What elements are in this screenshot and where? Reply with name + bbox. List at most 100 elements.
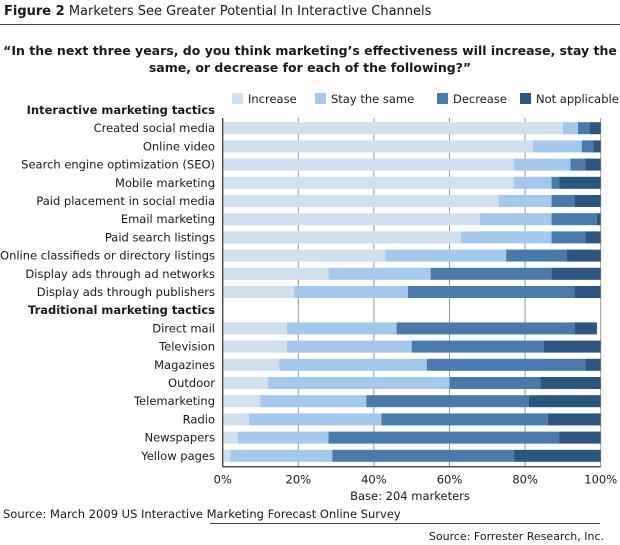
bar-segment-increase <box>222 122 563 135</box>
figure-label: Figure 2 <box>4 4 65 19</box>
bar-segment-increase <box>222 340 287 353</box>
bar-segment-decrease <box>366 395 529 408</box>
source-survey: Source: March 2009 US Interactive Market… <box>3 507 401 521</box>
survey-question: “In the next three years, do you think m… <box>3 43 617 75</box>
bar-segment-increase <box>222 431 238 444</box>
bar-segment-increase <box>222 395 261 408</box>
category-label: Paid placement in social media <box>36 194 215 208</box>
bar-segment-decrease <box>430 267 552 280</box>
bar-segment-increase <box>222 267 329 280</box>
category-label: Magazines <box>154 358 215 372</box>
category-label: Online classifieds or directory listings <box>0 249 215 263</box>
bar-segment-stay-the-same <box>286 340 412 353</box>
category-label: Newspapers <box>144 431 215 445</box>
bar-segment-stay-the-same <box>237 431 329 444</box>
category-label: Email marketing <box>121 212 215 226</box>
bar-segment-stay-the-same <box>479 213 552 226</box>
bar-segment-decrease <box>449 377 541 389</box>
bar-segment-increase <box>222 286 295 298</box>
x-tick-label: 60% <box>437 473 463 487</box>
bar-segment-not-applicable <box>528 395 601 408</box>
bar-segment-stay-the-same <box>268 377 450 389</box>
source-credit: Source: Forrester Research, Inc. <box>428 530 604 543</box>
category-label: Radio <box>183 412 215 426</box>
bar-segment-decrease <box>551 231 586 244</box>
legend-swatch <box>520 93 531 104</box>
x-tick-label: 0% <box>214 473 232 487</box>
category-label: Paid search listings <box>105 230 215 244</box>
legend-swatch <box>232 93 243 104</box>
bar-segment-not-applicable <box>566 249 601 262</box>
bar-segment-stay-the-same <box>498 195 552 207</box>
legend-label: Stay the same <box>331 92 414 106</box>
bar-segment-decrease <box>551 195 575 207</box>
bar-segment-decrease <box>332 449 514 462</box>
bar-segment-not-applicable <box>551 267 601 280</box>
category-label: Display ads through ad networks <box>25 267 215 281</box>
bar-segment-stay-the-same <box>532 140 582 153</box>
category-label: Outdoor <box>168 376 215 390</box>
category-label: Telemarketing <box>133 394 215 408</box>
category-label: Online video <box>143 139 215 153</box>
bar-segment-increase <box>222 195 499 207</box>
bar-segment-decrease <box>581 140 594 153</box>
bar-segment-not-applicable <box>559 176 601 189</box>
bar-segment-decrease <box>396 322 575 335</box>
category-label: Direct mail <box>152 321 215 335</box>
bar-segment-stay-the-same <box>385 249 507 262</box>
bar-segment-increase <box>222 322 287 335</box>
group-label: Interactive marketing tactics <box>27 103 215 117</box>
x-tick-label: 20% <box>286 473 312 487</box>
figure-title: Figure 2 Marketers See Greater Potential… <box>4 4 431 19</box>
source-divider <box>210 523 600 524</box>
bar-segment-increase <box>222 358 280 371</box>
bar-segment-increase <box>222 140 533 153</box>
bar-segment-decrease <box>551 176 560 189</box>
bar-segment-not-applicable <box>544 340 601 353</box>
bar-segment-stay-the-same <box>513 176 552 189</box>
bar-segment-stay-the-same <box>230 449 333 462</box>
bar-segment-decrease <box>578 122 590 135</box>
bar-segment-not-applicable <box>513 449 601 462</box>
figure-title-text: Marketers See Greater Potential In Inter… <box>68 4 432 19</box>
bar-segment-decrease <box>506 249 567 262</box>
legend-label: Not applicable <box>536 92 619 106</box>
group-label: Traditional marketing tactics <box>28 303 215 317</box>
bar-segment-not-applicable <box>574 322 597 335</box>
x-tick-label: 80% <box>512 473 538 487</box>
bar-segment-not-applicable <box>574 195 601 207</box>
legend-label: Increase <box>248 92 297 106</box>
bar-segment-increase <box>222 377 269 389</box>
bar-segment-not-applicable <box>593 140 601 153</box>
bar-segment-increase <box>222 249 386 262</box>
bar-segment-stay-the-same <box>513 158 571 171</box>
bar-segment-decrease <box>381 413 548 426</box>
bar-segment-increase <box>222 449 231 462</box>
bar-segment-not-applicable <box>559 431 601 444</box>
bar-segment-stay-the-same <box>328 267 431 280</box>
category-label: Display ads through publishers <box>37 285 215 299</box>
category-label: Television <box>158 340 215 354</box>
bar-segment-not-applicable <box>585 358 601 371</box>
bar-segment-decrease <box>570 158 586 171</box>
bar-segment-stay-the-same <box>249 413 382 426</box>
bar-segment-increase <box>222 158 514 171</box>
category-label: Created social media <box>94 121 215 135</box>
bar-segment-increase <box>222 413 250 426</box>
bar-segment-increase <box>222 213 480 226</box>
base-note: Base: 204 marketers <box>350 489 470 503</box>
bar-segment-not-applicable <box>589 122 601 135</box>
bar-segment-stay-the-same <box>286 322 397 335</box>
legend-label: Decrease <box>453 92 507 106</box>
x-tick-label: 40% <box>361 473 387 487</box>
bar-segment-stay-the-same <box>294 286 408 298</box>
title-divider <box>0 24 620 25</box>
bar-segment-not-applicable <box>574 286 601 298</box>
legend-swatch <box>315 93 326 104</box>
bar-segment-not-applicable <box>596 213 601 226</box>
bar-segment-decrease <box>551 213 597 226</box>
bar-segment-stay-the-same <box>260 395 367 408</box>
bar-segment-decrease <box>407 286 575 298</box>
bar-segment-decrease <box>328 431 560 444</box>
